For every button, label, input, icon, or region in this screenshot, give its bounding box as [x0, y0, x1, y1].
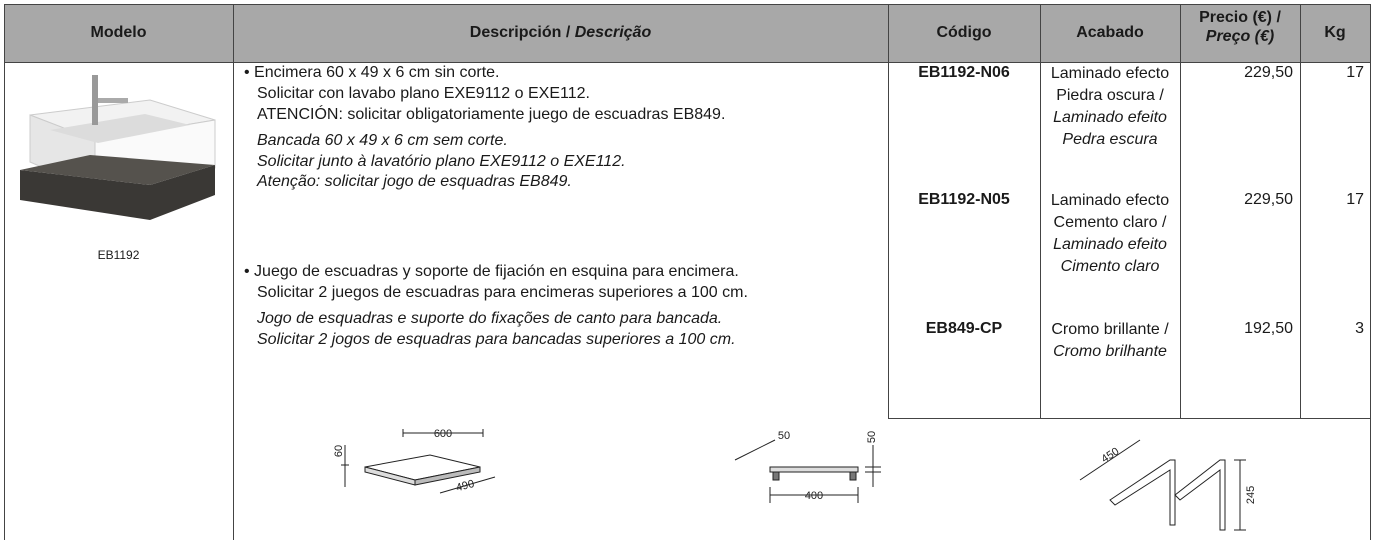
header-text: Descripción / — [469, 24, 571, 41]
finish-line: Cimento claro — [1060, 258, 1160, 275]
desc-line: Atenção: solicitar jogo de esquadras EB8… — [257, 173, 572, 190]
header-cell: Acabado — [1076, 24, 1144, 41]
header-text: Precio (€) / — [1199, 9, 1281, 26]
finish-line: Pedra escura — [1062, 131, 1158, 148]
border — [888, 418, 1370, 419]
dim-label: 50 — [866, 431, 878, 443]
drawing-side: 50 50 400 — [734, 430, 881, 503]
finish-line: Cromo brilhante — [1053, 343, 1167, 360]
desc-line: Solicitar 2 juegos de escuadras para enc… — [257, 284, 748, 301]
finish-line: Laminado efecto — [1050, 65, 1170, 82]
finish-line: Piedra oscura / — [1056, 87, 1164, 104]
dim-label: 450 — [1099, 445, 1121, 465]
dim-label: 50 — [778, 430, 790, 442]
border — [1180, 4, 1181, 418]
border — [888, 4, 889, 418]
kg: 17 — [1346, 191, 1364, 208]
desc-line: Solicitar 2 jogos de esquadras para banc… — [257, 331, 736, 348]
border — [1040, 4, 1041, 418]
finish-line: Laminado efeito — [1053, 236, 1167, 253]
finish-line: Laminado efeito — [1053, 109, 1167, 126]
desc-line: • Juego de escuadras y soporte de fijaci… — [244, 263, 739, 280]
header-cell: Precio (€) / Preço (€) — [1180, 8, 1300, 46]
desc-line: Solicitar junto à lavatório plano EXE911… — [257, 153, 626, 170]
header-cell: Kg — [1324, 24, 1346, 41]
finish-line: Cromo brillante / — [1051, 321, 1169, 338]
finish: Laminado efecto Piedra oscura / Laminado e… — [1040, 63, 1180, 151]
finish-line: Laminado efecto — [1050, 192, 1170, 209]
price: 229,50 — [1244, 191, 1293, 208]
kg: 17 — [1346, 64, 1364, 81]
product-code: EB849-CP — [925, 320, 1003, 337]
desc-line: ATENCIÓN: solicitar obligatoriamente jue… — [257, 106, 726, 123]
dim-label: 490 — [455, 478, 476, 494]
desc-line: Bancada 60 x 49 x 6 cm sem corte. — [257, 132, 508, 149]
header-cell: Descripción / Descrição — [233, 23, 888, 43]
kg: 3 — [1355, 320, 1364, 337]
finish: Cromo brillante / Cromo brilhante — [1040, 319, 1180, 363]
header-text: Preço (€) — [1205, 28, 1275, 45]
border — [4, 4, 5, 540]
border — [4, 4, 1370, 5]
dim-label: 600 — [434, 428, 452, 440]
price: 192,50 — [1244, 320, 1293, 337]
product-image — [20, 75, 216, 220]
desc-line: Jogo de esquadras e suporte do fixações … — [257, 310, 723, 327]
header-text: Descrição — [574, 24, 652, 41]
drawing-countertop: 600 60 490 — [333, 428, 496, 494]
dim-label: 60 — [333, 445, 345, 457]
dim-label: 245 — [1245, 486, 1257, 504]
border — [233, 4, 234, 540]
border — [4, 62, 1370, 63]
header-cell: Código — [936, 24, 992, 41]
product-code: EB1192-N06 — [918, 64, 1010, 81]
finish: Laminado efecto Cemento claro / Laminado e… — [1040, 190, 1180, 278]
desc-line: • Encimera 60 x 49 x 6 cm sin corte. — [244, 64, 500, 81]
model-caption: EB1192 — [97, 248, 140, 262]
dim-label: 400 — [805, 490, 823, 502]
header-cell: Modelo — [90, 24, 147, 41]
drawing-brackets: 450 245 — [1079, 439, 1257, 531]
header-bg — [4, 4, 1370, 62]
desc-line: Solicitar con lavabo plano EXE9112 o EXE… — [257, 85, 590, 102]
border — [1300, 4, 1301, 418]
product-code: EB1192-N05 — [918, 191, 1010, 208]
border — [1370, 4, 1371, 540]
price: 229,50 — [1244, 64, 1293, 81]
finish-line: Cemento claro / — [1053, 214, 1167, 231]
